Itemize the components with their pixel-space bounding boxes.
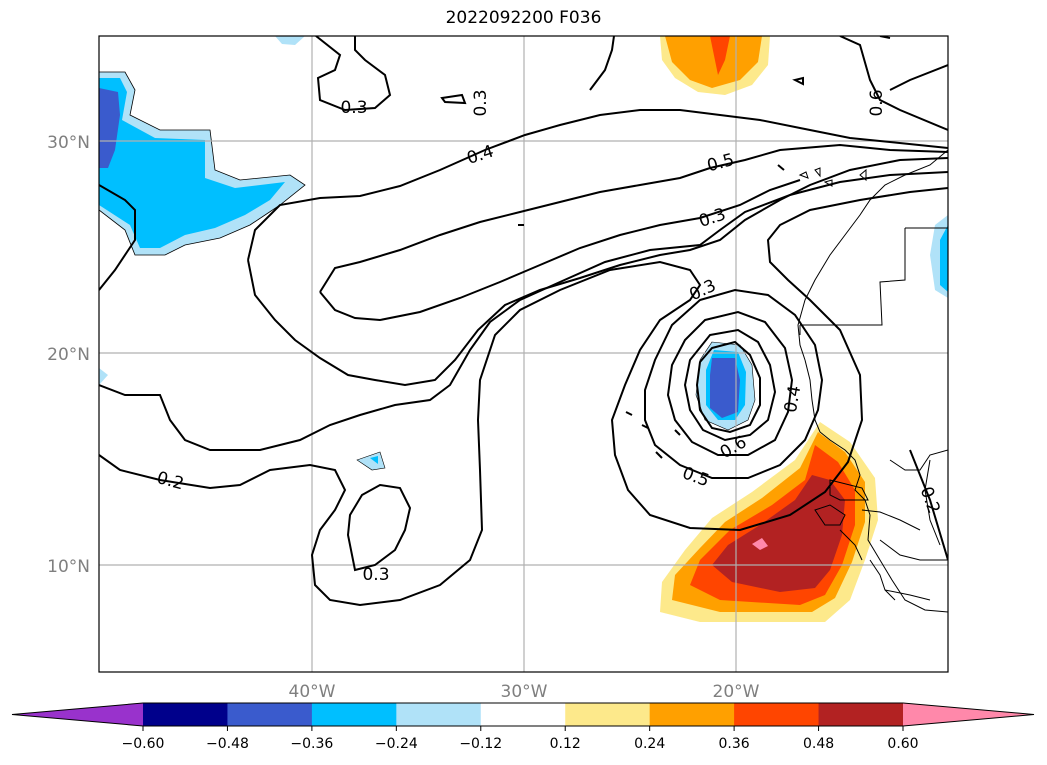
colorbar-segment [143,703,228,726]
colorbar-tick-label: 0.24 [634,736,665,752]
longitude-labels: 40°W 30°W 20°W [289,682,760,702]
negative-anomaly-east [930,215,948,298]
colorbar-segment [734,703,820,726]
colorbar-tick-label: −0.12 [459,736,502,752]
colorbar-segment [311,703,397,726]
colorbar-tick-label: −0.60 [122,736,165,752]
gridlines [99,36,948,672]
latitude-labels: 30°N 20°N 10°N [47,133,90,577]
contour-lines [99,36,948,607]
colorbar-tick-label: −0.48 [206,736,249,752]
colorbar: −0.60 −0.48 −0.36 −0.24 −0.12 0.12 0.24 0.36 0.4… [11,702,1035,752]
colorbar-extend-high [903,703,1034,726]
colorbar-tick-label: 0.12 [550,736,581,752]
colorbar-tick-label: −0.36 [290,736,333,752]
colorbar-extend-low [12,703,143,726]
lon-label-30w: 30°W [501,682,548,702]
contour-label: 0.3 [340,98,367,118]
lat-label-30n: 30°N [47,133,90,153]
colorbar-segment [818,703,904,726]
contour-label: 0.3 [471,89,491,116]
colorbar-segment [565,703,651,726]
plot-title: 2022092200 F036 [445,8,602,28]
contour-label: 0.4 [781,384,805,414]
lat-label-10n: 10°N [47,557,90,577]
lon-label-20w: 20°W [713,682,760,702]
colorbar-tick-label: 0.36 [719,736,750,752]
contour-label: 0.6 [867,89,887,116]
colorbar-tick-label: 0.48 [803,736,834,752]
colorbar-segment [649,703,735,726]
colorbar-tick-label: 0.60 [887,736,918,752]
negative-anomaly-center [356,341,756,471]
positive-anomaly-north [660,36,770,95]
colorbar-segment [396,703,482,726]
map-frame [98,35,949,673]
colorbar-segment [227,703,313,726]
lon-label-40w: 40°W [289,682,336,702]
contour-label: 0.3 [362,565,389,585]
negative-anomaly-nw [99,36,306,385]
lat-label-20n: 20°N [47,345,90,365]
colorbar-tick-label: −0.24 [375,736,418,752]
colorbar-segment [480,703,566,726]
map-area: 0.3 0.3 0.4 0.5 0.3 0.3 0.6 0.4 0.6 0.5 … [99,36,948,672]
